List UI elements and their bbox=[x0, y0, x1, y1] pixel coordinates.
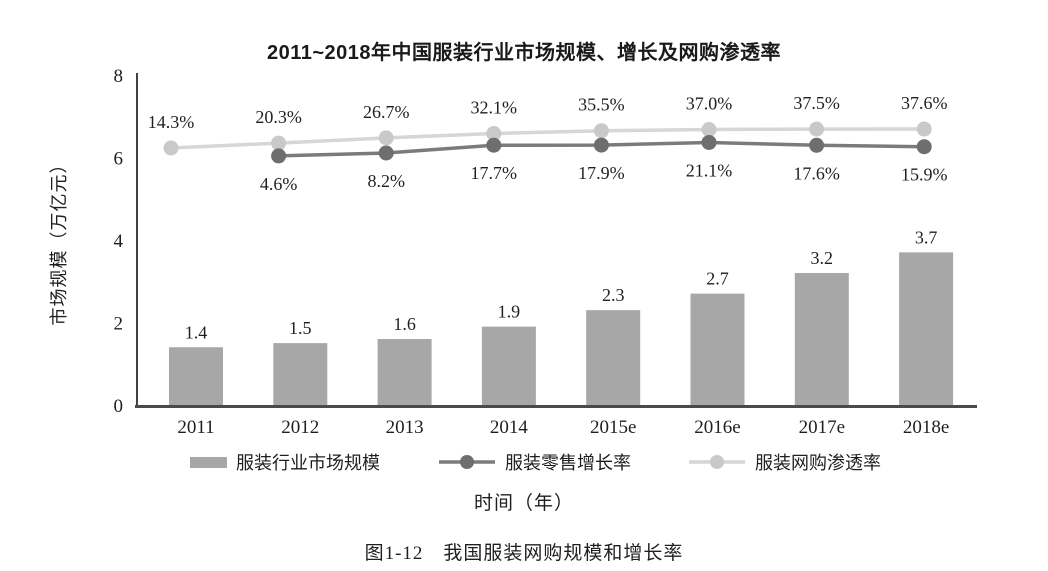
legend-entry-online-penetration: 服装网购渗透率 bbox=[688, 450, 881, 474]
pct-label: 32.1% bbox=[471, 97, 518, 117]
line-point bbox=[486, 137, 502, 153]
legend-label-market-size: 服装行业市场规模 bbox=[236, 453, 380, 473]
x-tick-label: 2011 bbox=[177, 417, 214, 438]
x-tick-label: 2015e bbox=[590, 417, 636, 438]
line-point bbox=[701, 134, 717, 150]
line-point bbox=[809, 137, 825, 153]
pct-label: 35.5% bbox=[578, 95, 625, 115]
y-tick-label: 6 bbox=[114, 149, 124, 170]
line-point bbox=[486, 125, 502, 141]
line-point bbox=[593, 137, 609, 153]
chart-title: 2011~2018年中国服装行业市场规模、增长及网购渗透率 bbox=[266, 42, 782, 64]
x-tick-label: 2018e bbox=[903, 417, 949, 438]
line-point bbox=[163, 140, 179, 156]
bar-value-label: 1.9 bbox=[498, 302, 521, 322]
y-tick-label: 8 bbox=[114, 66, 124, 87]
line-point bbox=[916, 121, 932, 137]
pct-label: 20.3% bbox=[255, 107, 302, 127]
pct-label: 8.2% bbox=[367, 171, 405, 191]
bar-value-label: 3.2 bbox=[811, 248, 834, 268]
bar-value-label: 1.6 bbox=[393, 314, 416, 334]
x-tick-label: 2014 bbox=[490, 417, 529, 438]
x-axis-title: 时间（年） bbox=[473, 493, 574, 514]
y-tick-label: 0 bbox=[114, 396, 124, 417]
pct-label: 37.0% bbox=[686, 93, 733, 113]
y-tick-label: 2 bbox=[114, 314, 124, 335]
figure-caption: 图1-12 我国服装网购规模和增长率 bbox=[364, 543, 684, 564]
line-point bbox=[271, 135, 287, 151]
pct-label: 17.6% bbox=[793, 163, 840, 183]
pct-label: 21.1% bbox=[686, 160, 733, 180]
y-axis-title: 市场规模（万亿元） bbox=[49, 154, 69, 326]
bar bbox=[794, 273, 849, 405]
bar-value-label: 2.7 bbox=[706, 269, 729, 289]
pct-label: 14.3% bbox=[148, 112, 195, 132]
x-tick-label: 2012 bbox=[281, 417, 319, 438]
bar-swatch-icon bbox=[190, 456, 227, 468]
x-tick-label: 2013 bbox=[386, 417, 424, 438]
line-point bbox=[378, 130, 394, 146]
bar bbox=[586, 310, 641, 405]
bar bbox=[481, 326, 536, 405]
legend-label-retail-growth: 服装零售增长率 bbox=[505, 453, 631, 473]
pct-label: 17.7% bbox=[471, 163, 518, 183]
line-dot-light-icon bbox=[689, 455, 745, 469]
bar bbox=[169, 347, 223, 405]
bar bbox=[899, 252, 954, 405]
bar bbox=[377, 339, 432, 405]
legend-entry-market-size: 服装行业市场规模 bbox=[190, 450, 380, 474]
bar bbox=[273, 343, 328, 405]
pct-label: 15.9% bbox=[901, 165, 948, 185]
bar-value-label: 1.4 bbox=[185, 322, 208, 342]
bar-value-label: 2.3 bbox=[602, 285, 625, 305]
bar-value-label: 1.5 bbox=[289, 318, 312, 338]
y-tick-label: 4 bbox=[114, 231, 124, 252]
line-dot-dark-icon bbox=[439, 455, 495, 469]
penetration-line bbox=[170, 127, 925, 150]
bar-value-label: 3.7 bbox=[915, 227, 938, 247]
line-point bbox=[701, 121, 717, 137]
pct-label: 26.7% bbox=[363, 102, 410, 122]
bar bbox=[690, 293, 745, 405]
pct-label: 37.6% bbox=[901, 93, 948, 113]
pct-label: 4.6% bbox=[260, 174, 298, 194]
line-point bbox=[809, 121, 825, 137]
pct-label: 37.5% bbox=[793, 93, 840, 113]
x-tick-label: 2017e bbox=[799, 417, 845, 438]
pct-label: 17.9% bbox=[578, 163, 625, 183]
line-point bbox=[378, 145, 394, 161]
x-tick-label: 2016e bbox=[694, 417, 740, 438]
line-point bbox=[593, 123, 609, 139]
legend-label-online-penetration: 服装网购渗透率 bbox=[755, 453, 881, 473]
legend-entry-retail-growth: 服装零售增长率 bbox=[438, 450, 631, 474]
line-point bbox=[916, 139, 932, 155]
line-point bbox=[271, 148, 287, 164]
